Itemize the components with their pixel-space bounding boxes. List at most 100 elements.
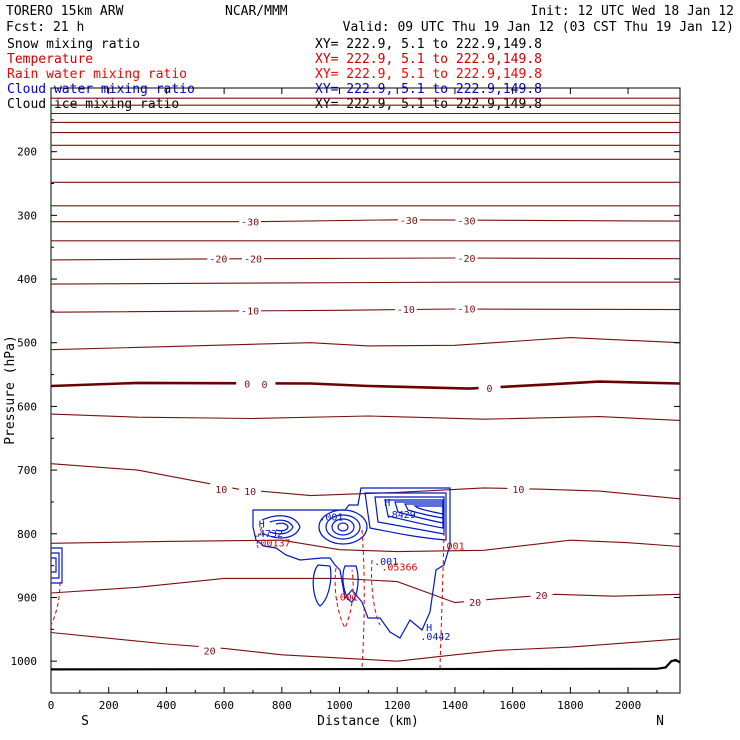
x-tick-label-9: 1800 [557, 699, 584, 712]
contour-label-8: -10 [457, 304, 475, 315]
field-annotations: H.4732.001H.8429.001H.0442.00137.001.053… [253, 498, 465, 643]
x-tick-label-10: 2000 [615, 699, 642, 712]
contour-label-10: 0 [261, 380, 267, 391]
contour-label-bg-1 [397, 213, 420, 225]
cloud-water-mid-cell-4 [337, 522, 349, 532]
south-end-label: S [81, 714, 89, 729]
cloud-water-mid-cell-3 [331, 518, 355, 536]
forecast-hour: Fcst: 21 h [6, 20, 84, 35]
cloud-water-right-cell-6 [413, 505, 444, 515]
cloud-water-edge-cell-2 [51, 552, 60, 579]
cloud-water-lower-lobe [312, 564, 332, 607]
legend-snow-name: Snow mixing ratio [7, 37, 140, 52]
x-tick-label-2: 400 [156, 699, 176, 712]
temperature-contour-20 [50, 631, 681, 662]
y-tick-label-4: 600 [17, 400, 37, 413]
temperature-contour-14 [50, 337, 681, 351]
rain-contour-center [361, 529, 365, 669]
legend-rain-name: Rain water mixing ratio [7, 67, 187, 82]
y-tick-label-2: 400 [17, 273, 37, 286]
contour-label-6: -10 [241, 306, 259, 317]
x-tick-label-6: 1200 [384, 699, 411, 712]
legend-cloud-water-xy: XY= 222.9, 5.1 to 222.9,149.8 [315, 82, 542, 97]
y-tick-label-8: 1000 [11, 655, 38, 668]
legend-temperature-xy: XY= 222.9, 5.1 to 222.9,149.8 [315, 52, 542, 67]
cloud-water-edge-cell [51, 547, 63, 584]
contour-label-bg-14 [507, 483, 530, 495]
contour-label-bg-0 [239, 215, 262, 227]
init-time: Init: 12 UTC Wed 18 Jan 12 [531, 4, 735, 19]
rain-contour-right [439, 531, 445, 669]
organization-label: NCAR/MMM [225, 4, 288, 19]
cloud-water-annotation-7: .0442 [420, 632, 450, 643]
legend-rain-xy: XY= 222.9, 5.1 to 222.9,149.8 [315, 67, 542, 82]
cloud-water-right-cell-4 [394, 501, 444, 524]
cloud-water-annotation-0: H [259, 519, 265, 530]
contour-label-bg-7 [394, 302, 417, 314]
contour-label-bg-4 [241, 252, 264, 264]
legend-cloud-water-name: Cloud water mixing ratio [7, 82, 195, 97]
contour-label-bg-13 [239, 485, 262, 497]
contour-label-5: -20 [457, 254, 475, 265]
contour-label-16: 20 [535, 591, 547, 602]
cloud-water-annotation-5: .001 [374, 557, 398, 568]
cloud-water-annotation-2: .001 [319, 512, 343, 523]
contour-labels: -30 -30 -30-20 -20 -20-10 -10 -100 0 010 10 102020… [198, 213, 553, 657]
y-tick-label-6: 800 [17, 528, 37, 541]
temperature-contour-19 [50, 577, 681, 604]
x-tick-label-5: 1000 [326, 699, 353, 712]
cloud-water-mid-cell-1 [318, 509, 368, 545]
cloud-water-right-cell-5 [404, 503, 444, 519]
cloud-water-annotation-4: .8429 [386, 510, 416, 521]
rain-annotation-1: .001 [441, 542, 465, 553]
x-tick-label-1: 200 [99, 699, 119, 712]
x-tick-label-7: 1400 [442, 699, 469, 712]
contour-label-bg-9 [236, 377, 259, 389]
field-legend: Snow mixing ratio XY= 222.9, 5.1 to 222.… [7, 37, 542, 112]
rain-annotation-2: .05366 [381, 563, 417, 574]
x-tick-label-0: 0 [48, 699, 55, 712]
rain-contour-edge [50, 581, 61, 626]
y-tick-label-0: 200 [17, 146, 37, 159]
cloud-water-annotation-1: .4732 [253, 529, 283, 540]
temperature-contour-12 [50, 281, 680, 285]
x-axis: 0 200 400 600 800 1000 1200 1400 1600 1800 2000 [48, 88, 658, 712]
contour-label-bg-6 [239, 304, 262, 316]
legend-cloud-ice-name: Cloud ice mixing ratio [7, 97, 179, 112]
contour-label-11: 0 [487, 384, 493, 395]
y-tick-label-1: 300 [17, 209, 37, 222]
legend-temperature-name: Temperature [7, 52, 93, 67]
contour-label-bg-8 [455, 302, 478, 314]
rain-contour-left-top [256, 526, 263, 549]
model-title: TORERO 15km ARW [6, 4, 124, 19]
temperature-contours [50, 97, 681, 662]
y-axis-label: Pressure (hPa) [3, 335, 18, 445]
x-axis-label: Distance (km) [317, 714, 419, 729]
contour-label-bg-17 [198, 644, 221, 656]
x-tick-label-8: 1600 [499, 699, 526, 712]
x-tick-label-4: 800 [272, 699, 292, 712]
y-tick-label-7: 900 [17, 591, 37, 604]
contour-label-15: 20 [469, 598, 481, 609]
legend-cloud-ice-xy: XY= 222.9, 5.1 to 222.9,149.8 [315, 97, 542, 112]
contour-label-0: -30 [241, 218, 259, 229]
contour-label-1: -30 [400, 216, 418, 227]
north-end-label: N [656, 714, 664, 729]
y-tick-label-3: 500 [17, 337, 37, 350]
temperature-contour-11 [50, 257, 681, 261]
contour-label-13: 10 [244, 487, 256, 498]
contour-label-bg-2 [455, 214, 478, 226]
legend-snow-xy: XY= 222.9, 5.1 to 222.9,149.8 [315, 37, 542, 52]
contour-label-2: -30 [457, 216, 475, 227]
cloud-water-right-cell-1 [364, 492, 447, 541]
temperature-contour-15 [50, 380, 681, 390]
temperature-contour-18 [50, 539, 681, 553]
cloud-water-contours [51, 487, 451, 639]
contour-label-17: 20 [204, 646, 216, 657]
cloud-water-mid-cell-2 [325, 514, 361, 540]
contour-label-3: -20 [209, 255, 227, 266]
cloud-water-annotation-3: H [384, 498, 390, 509]
contour-label-bg-5 [455, 252, 478, 264]
